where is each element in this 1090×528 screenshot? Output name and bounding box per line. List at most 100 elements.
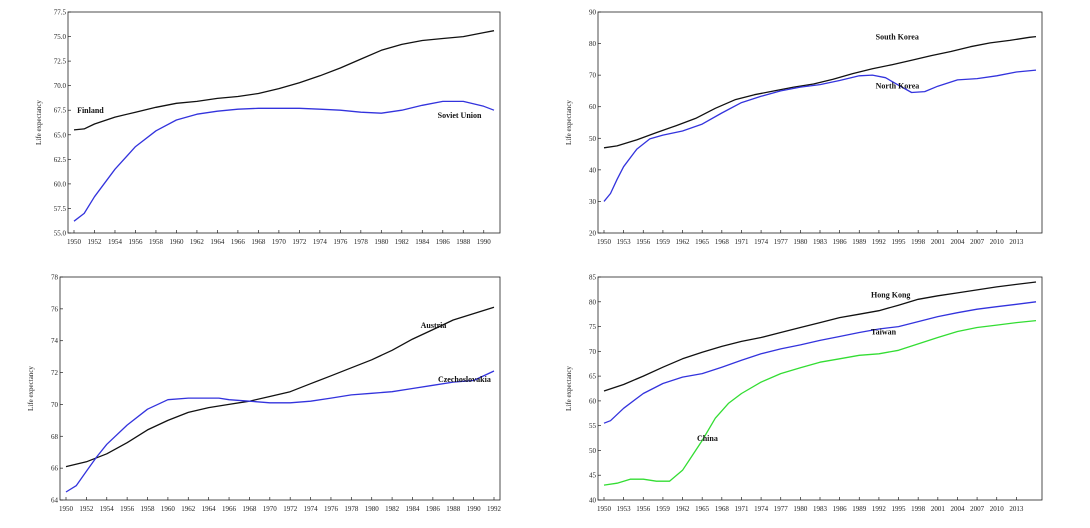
x-tick-label: 1976 <box>324 505 339 513</box>
x-tick-label: 1970 <box>263 505 278 513</box>
x-tick-label: 1959 <box>656 505 671 513</box>
y-axis-label: Life expectancy <box>565 366 573 411</box>
x-tick-label: 1962 <box>676 238 691 246</box>
x-tick-label: 1956 <box>636 505 651 513</box>
y-tick-label: 90 <box>589 9 597 17</box>
x-tick-label: 1982 <box>385 505 400 513</box>
series-line-austria <box>65 306 495 468</box>
x-tick-label: 1953 <box>617 238 632 246</box>
x-tick-label: 1974 <box>304 505 319 513</box>
y-axis-label: Life expectancy <box>565 100 573 145</box>
x-tick-label: 1950 <box>597 238 612 246</box>
y-tick-label: 20 <box>589 230 597 238</box>
y-tick-label: 62.5 <box>54 156 67 164</box>
y-tick-label: 80 <box>589 298 597 306</box>
x-tick-label: 1953 <box>617 505 632 513</box>
x-tick-label: 2010 <box>990 238 1005 246</box>
x-tick-label: 1986 <box>436 238 451 246</box>
x-tick-label: 1962 <box>181 505 196 513</box>
chart-austria-czechoslovakia: 64 66 68 70 72 74 76 78 1950 1952 1954 1956 1958 1960… <box>27 274 502 514</box>
x-tick-label: 1976 <box>333 238 348 246</box>
y-tick-label: 64 <box>51 497 59 505</box>
chart-hong-kong-taiwan-china: 40 45 50 55 60 65 70 75 80 85 1950 1953 1956 1959 1962… <box>565 274 1043 513</box>
x-tick-label: 1959 <box>656 238 671 246</box>
x-tick-label: 1952 <box>79 505 94 513</box>
x-tick-label: 1960 <box>169 238 184 246</box>
x-tick-label: 1970 <box>272 238 287 246</box>
x-tick-label: 1965 <box>695 238 710 246</box>
x-tick-label: 1960 <box>161 505 176 513</box>
x-tick-label: 2013 <box>1009 238 1024 246</box>
x-tick-label: 1995 <box>892 505 907 513</box>
x-tick-label: 1950 <box>597 505 612 513</box>
x-tick-label: 1988 <box>446 505 461 513</box>
y-tick-label: 72.5 <box>54 58 67 66</box>
y-tick-label: 55 <box>589 422 597 430</box>
x-tick-label: 1980 <box>793 505 808 513</box>
x-tick-label: 1992 <box>872 505 887 513</box>
y-tick-label: 30 <box>589 198 597 206</box>
x-tick-label: 1966 <box>231 238 246 246</box>
x-tick-label: 1968 <box>251 238 266 246</box>
x-tick-label: 1978 <box>344 505 359 513</box>
y-tick-label: 77.5 <box>54 9 67 17</box>
x-tick-label: 1956 <box>636 238 651 246</box>
x-tick-label: 1958 <box>141 505 156 513</box>
x-tick-label: 2001 <box>931 505 946 513</box>
series-line-china <box>603 319 1037 486</box>
y-tick-label: 57.5 <box>54 205 67 213</box>
x-tick-label: 2004 <box>950 505 965 513</box>
annotation-north-korea: North Korea <box>876 81 920 90</box>
annotation-finland: Finland <box>77 106 104 115</box>
x-tick-label: 1984 <box>405 505 420 513</box>
x-tick-label: 1974 <box>313 238 328 246</box>
x-tick-label: 1984 <box>415 238 430 246</box>
annotation-hong-kong: Hong Kong <box>871 290 910 299</box>
x-tick-label: 2004 <box>950 238 965 246</box>
x-tick-label: 1990 <box>467 505 482 513</box>
x-tick-label: 1998 <box>911 238 926 246</box>
y-tick-label: 55.0 <box>54 230 67 238</box>
x-tick-label: 1998 <box>911 505 926 513</box>
y-tick-label: 45 <box>589 472 597 480</box>
x-tick-label: 1965 <box>695 505 710 513</box>
x-tick-label: 2007 <box>970 238 985 246</box>
series-line-north-korea <box>603 69 1037 202</box>
y-axis-label: Life expectancy <box>27 366 35 411</box>
y-tick-label: 75.0 <box>54 33 67 41</box>
x-tick-label: 2013 <box>1009 505 1024 513</box>
y-tick-label: 60.0 <box>54 180 67 188</box>
x-tick-label: 1989 <box>852 505 867 513</box>
y-tick-label: 67.5 <box>54 107 67 115</box>
x-tick-label: 1995 <box>892 238 907 246</box>
x-tick-label: 2001 <box>931 238 946 246</box>
y-axis-label: Life expectancy <box>35 100 43 145</box>
y-tick-label: 50 <box>589 135 597 143</box>
x-tick-label: 1986 <box>426 505 441 513</box>
annotation-soviet-union: Soviet Union <box>438 111 482 120</box>
x-tick-label: 1971 <box>734 505 749 513</box>
y-tick-label: 75 <box>589 323 597 331</box>
x-tick-label: 2007 <box>970 505 985 513</box>
x-tick-label: 1972 <box>292 238 307 246</box>
y-tick-label: 65.0 <box>54 131 67 139</box>
series-line-finland <box>73 30 495 131</box>
chart-finland-soviet-union: 55.0 57.5 60.0 62.5 65.0 67.5 70.0 72.5 75.0 77.5… <box>35 9 501 246</box>
x-tick-label: 1974 <box>754 238 769 246</box>
x-tick-label: 1952 <box>87 238 102 246</box>
x-tick-label: 1956 <box>128 238 143 246</box>
x-tick-label: 1978 <box>354 238 369 246</box>
x-tick-label: 1964 <box>210 238 225 246</box>
x-tick-label: 1980 <box>374 238 389 246</box>
x-tick-label: 1983 <box>813 238 828 246</box>
x-tick-label: 1958 <box>149 238 164 246</box>
plot-frame <box>67 11 501 234</box>
x-tick-label: 1971 <box>734 238 749 246</box>
x-tick-label: 1986 <box>833 505 848 513</box>
plot-frame <box>59 276 501 501</box>
annotation-austria: Austria <box>421 321 447 330</box>
annotation-taiwan: Taiwan <box>871 327 897 336</box>
y-tick-label: 85 <box>589 274 597 282</box>
series-line-taiwan <box>603 301 1037 424</box>
annotation-south-korea: South Korea <box>876 32 919 41</box>
